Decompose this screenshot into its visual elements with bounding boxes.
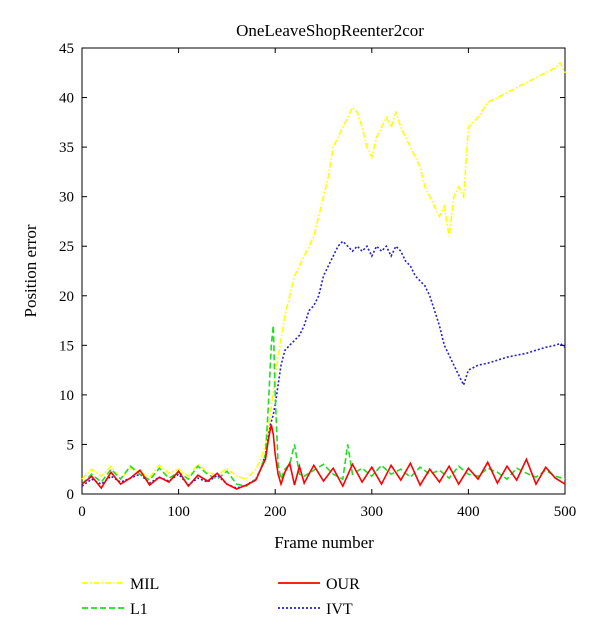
x-tick-label: 500 (554, 504, 577, 520)
legend-label-ivt: IVT (326, 601, 353, 618)
chart-title: OneLeaveShopReenter2cor (236, 21, 424, 40)
y-tick-label: 15 (59, 338, 74, 354)
x-axis-ticks: 0 100 200 300 400 500 (78, 48, 576, 520)
legend-label-our: OUR (326, 576, 360, 593)
y-tick-label: 45 (59, 41, 74, 57)
series-line-mil (81, 61, 566, 481)
y-tick-label: 20 (59, 289, 74, 305)
x-tick-label: 300 (361, 504, 384, 520)
legend: MIL L1 OUR IVT (82, 576, 360, 618)
y-tick-label: 35 (59, 140, 74, 156)
y-tick-label: 0 (67, 487, 75, 503)
series-layer (81, 61, 566, 490)
series-line-our (81, 424, 566, 490)
y-tick-label: 25 (59, 239, 74, 255)
y-tick-label: 40 (59, 91, 74, 107)
y-axis-label: Position error (21, 224, 40, 317)
legend-label-l1: L1 (130, 601, 148, 618)
x-tick-label: 400 (457, 504, 480, 520)
series-line-l1 (81, 325, 566, 487)
series-line-ivt (81, 240, 566, 489)
x-tick-label: 100 (167, 504, 190, 520)
plot-frame (81, 47, 566, 495)
y-tick-label: 10 (59, 388, 74, 404)
y-tick-label: 30 (59, 190, 74, 206)
plot-area (81, 47, 566, 495)
legend-label-mil: MIL (130, 576, 159, 593)
x-axis-label: Frame number (274, 533, 374, 552)
x-tick-label: 200 (264, 504, 287, 520)
x-tick-label: 0 (78, 504, 86, 520)
y-tick-label: 5 (67, 437, 75, 453)
y-axis-ticks: 0 5 10 15 20 25 30 35 40 45 (59, 41, 565, 503)
